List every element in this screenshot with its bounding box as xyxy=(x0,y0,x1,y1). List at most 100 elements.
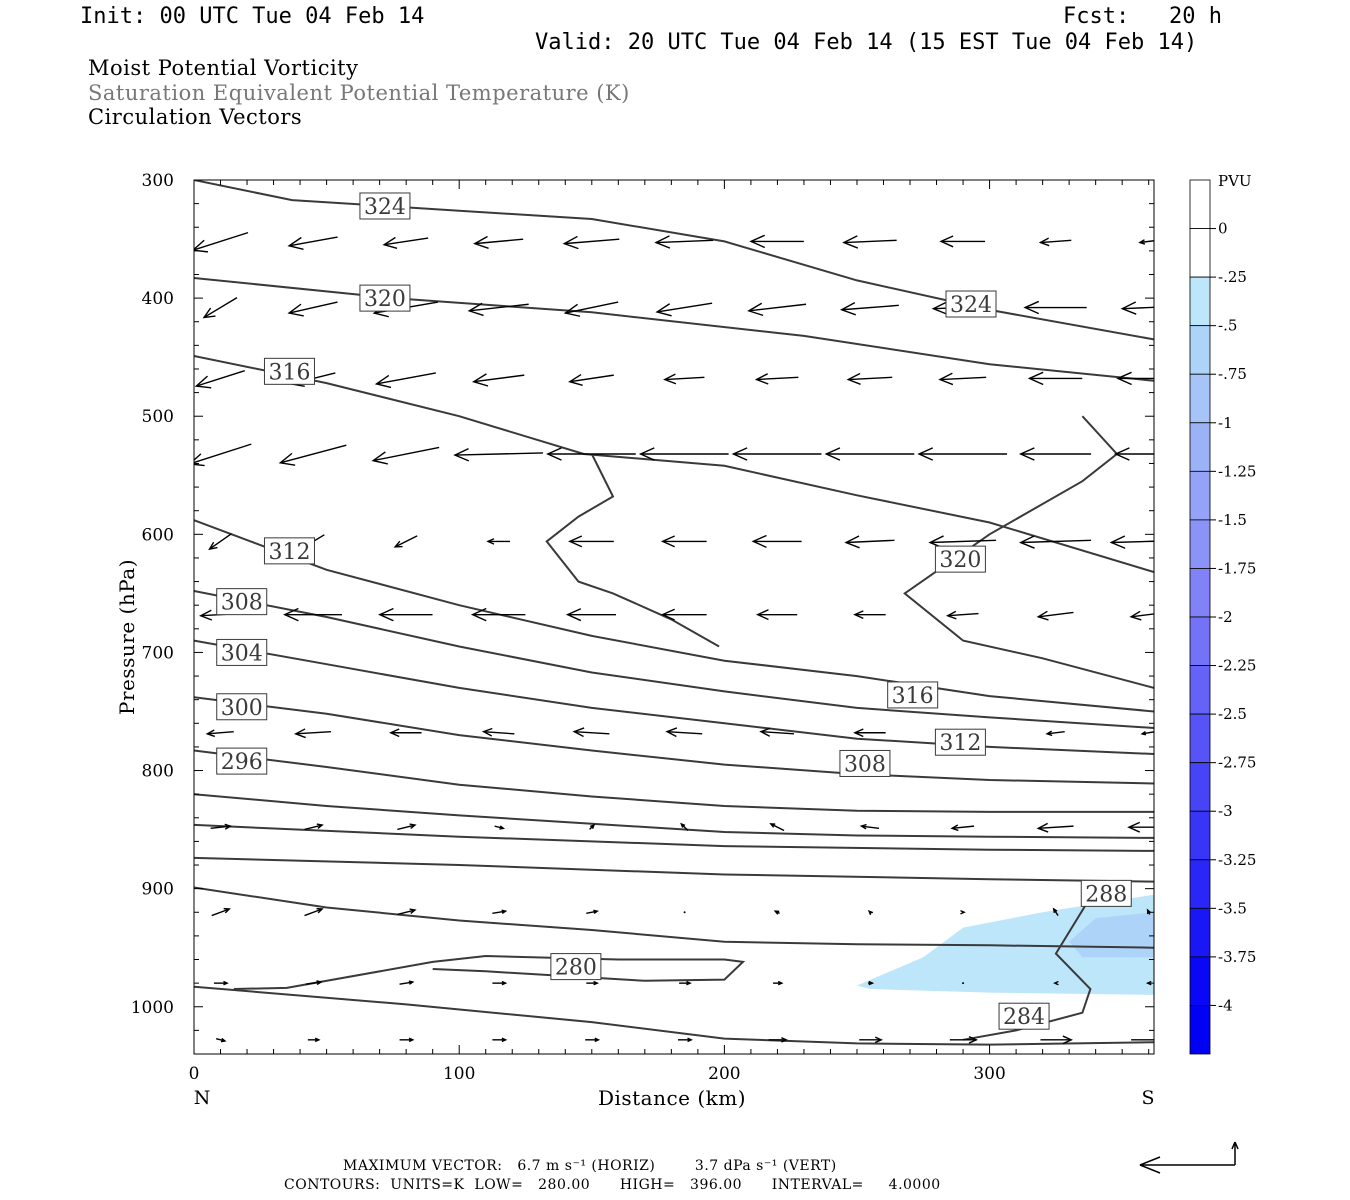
vector-arrow xyxy=(660,535,707,548)
contour-label: 312 xyxy=(934,728,986,756)
svg-text:296: 296 xyxy=(221,750,263,775)
colorbar-title: PVU xyxy=(1218,172,1252,190)
vector-arrow xyxy=(769,823,785,832)
plot-frame xyxy=(193,179,1155,1055)
colorbar-tick-label: -1.25 xyxy=(1218,462,1256,480)
vector-arrow xyxy=(1036,610,1074,621)
vector-arrow xyxy=(397,908,417,916)
colorbar-cell xyxy=(1189,325,1211,375)
vector-arrow xyxy=(754,373,799,385)
contour-label: 324 xyxy=(359,192,411,220)
vector-arrow xyxy=(1018,535,1092,549)
vector-arrow xyxy=(562,235,620,250)
vector-arrow xyxy=(1038,237,1072,247)
vector-arrow xyxy=(1052,907,1059,916)
vector-arrow xyxy=(470,607,526,622)
svg-text:300: 300 xyxy=(221,696,263,721)
valid-time: Valid: 20 UTC Tue 04 Feb 14 (15 EST Tue … xyxy=(535,30,1198,55)
vector-arrow xyxy=(1036,822,1074,833)
cross-section-chart: 3243243203203163163123123083083043002962… xyxy=(115,171,1256,1110)
vector-arrow xyxy=(467,302,529,317)
vector-arrow xyxy=(844,535,895,549)
vector-arrow xyxy=(949,1035,978,1044)
vector-arrow xyxy=(1027,371,1083,386)
axes: 300 400 500 600 700 800 900 1000 0 100 200 300 N S Dis… xyxy=(115,171,1155,1110)
vector-arrow xyxy=(842,235,897,249)
vector-arrow xyxy=(945,610,979,620)
contour-label: 316 xyxy=(263,357,315,385)
vector-arrow xyxy=(868,980,875,986)
vector-arrow xyxy=(678,1037,693,1043)
vector-arrow xyxy=(486,538,510,545)
vector-arrow xyxy=(382,236,429,249)
theta-e-contour xyxy=(194,590,1154,729)
vector-arrow xyxy=(572,727,610,738)
y-axis-label: Pressure (hPa) xyxy=(115,559,139,715)
vector-arrow xyxy=(853,610,886,620)
y-tick-label: 500 xyxy=(142,407,174,427)
colorbar-cell xyxy=(1189,422,1211,472)
vector-arrow xyxy=(665,727,703,738)
vector-arrow xyxy=(950,824,975,832)
circulation-vectors xyxy=(194,231,1154,1045)
vector-arrow xyxy=(211,907,231,917)
colorbar-tick-label: -3.75 xyxy=(1218,948,1256,966)
vector-arrow xyxy=(1109,535,1154,549)
vector-arrow xyxy=(304,907,324,917)
vector-arrow xyxy=(586,980,600,986)
vector-arrow xyxy=(589,823,596,830)
colorbar-cell xyxy=(1189,1005,1211,1055)
contour-label: 316 xyxy=(887,681,939,709)
svg-text:304: 304 xyxy=(221,641,263,666)
colorbar-tick-label: -1.75 xyxy=(1218,559,1256,577)
vector-arrow xyxy=(938,372,987,386)
theta-e-contour xyxy=(194,696,1154,785)
vector-arrow xyxy=(731,447,822,461)
vector-arrow xyxy=(683,911,686,914)
y-tick-label: 400 xyxy=(142,289,174,309)
vector-arrow xyxy=(213,980,229,986)
vector-arrow xyxy=(494,825,506,830)
colorbar-tick-label: -.5 xyxy=(1218,317,1237,335)
vector-arrow xyxy=(565,608,616,622)
vector-arrow xyxy=(202,297,238,319)
contour-label: 320 xyxy=(934,545,986,573)
svg-text:280: 280 xyxy=(555,956,597,981)
vector-arrow xyxy=(399,980,415,985)
x-tick-label: 200 xyxy=(708,1064,740,1084)
y-tick-label: 1000 xyxy=(131,998,174,1018)
colorbar-cell xyxy=(1189,470,1211,521)
vector-arrow xyxy=(481,727,515,737)
y-tick-label: 800 xyxy=(142,762,174,782)
vector-arrow xyxy=(397,823,417,831)
vector-arrow xyxy=(839,301,899,316)
init-time: Init: 00 UTC Tue 04 Feb 14 xyxy=(80,4,425,29)
colorbar-tick-label: -1 xyxy=(1218,414,1233,432)
theta-e-contour xyxy=(194,856,1154,883)
vector-arrow xyxy=(492,1037,508,1043)
contour-labels: 3243243203203163163123123083083043002962… xyxy=(216,192,1132,1030)
colorbar-cell xyxy=(1189,519,1211,569)
vector-arrow xyxy=(473,235,524,249)
vector-arrow xyxy=(1129,610,1154,621)
forecast-hour: Fcst: 20 h xyxy=(1063,4,1222,29)
title-theta-es: Saturation Equivalent Potential Temperat… xyxy=(88,81,630,105)
vector-arrow xyxy=(1040,1035,1073,1045)
svg-text:312: 312 xyxy=(268,540,310,565)
vector-arrow xyxy=(638,447,729,461)
vector-arrow xyxy=(471,373,525,387)
maximum-vector-legend: MAXIMUM VECTOR: 6.7 m s⁻¹ (HORIZ) 3.7 dP… xyxy=(343,1158,837,1174)
vector-arrow xyxy=(304,823,324,831)
vector-arrow xyxy=(749,234,804,249)
vector-arrow xyxy=(917,447,1008,461)
vector-arrow xyxy=(378,607,433,622)
vector-arrow xyxy=(194,370,245,389)
pv-colorbar: PVU 0 -.25 -.5 -.75 -1 -1.25 -1.5 -1.75 -2 -2.25 -2… xyxy=(1189,172,1256,1055)
vector-arrow xyxy=(1131,1039,1154,1041)
vector-arrow xyxy=(773,910,780,915)
vector-arrow xyxy=(287,236,338,251)
vector-arrow xyxy=(305,980,323,986)
x-tick-label: 0 xyxy=(189,1064,200,1084)
vector-arrow xyxy=(208,533,232,551)
x-axis-label: Distance (km) xyxy=(598,1086,746,1110)
